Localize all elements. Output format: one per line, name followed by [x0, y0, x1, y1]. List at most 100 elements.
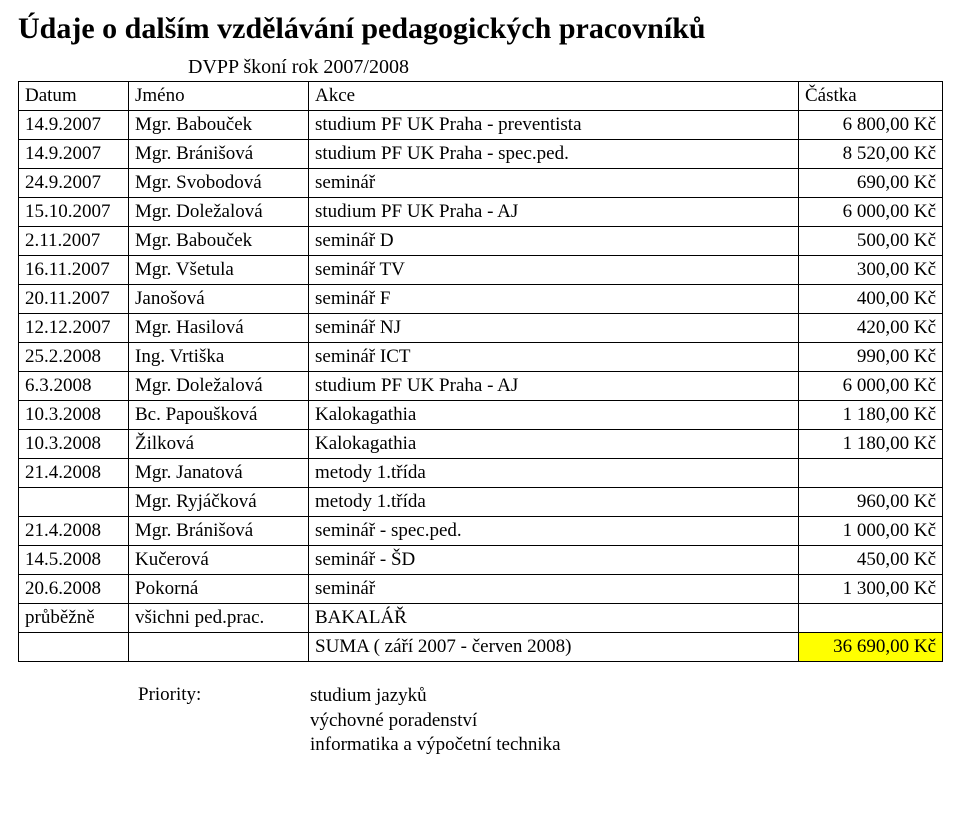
table-row: 20.11.2007Janošováseminář F400,00 Kč [19, 285, 943, 314]
cell-action: seminář - ŠD [309, 546, 799, 575]
priorities-label: Priority: [138, 684, 310, 758]
cell-date: 25.2.2008 [19, 343, 129, 372]
cell-name: Mgr. Babouček [129, 111, 309, 140]
cell-amount: 1 000,00 Kč [799, 517, 943, 546]
cell-date: 21.4.2008 [19, 459, 129, 488]
cell-date: 2.11.2007 [19, 227, 129, 256]
cell-amount: 6 000,00 Kč [799, 372, 943, 401]
cell-action: seminář ICT [309, 343, 799, 372]
cell-name: Ing. Vrtiška [129, 343, 309, 372]
cell-amount: 690,00 Kč [799, 169, 943, 198]
table-row: 25.2.2008Ing. Vrtiškaseminář ICT990,00 K… [19, 343, 943, 372]
cell-name: Kučerová [129, 546, 309, 575]
cell-date: 10.3.2008 [19, 430, 129, 459]
table-row: Mgr. Ryjáčkovámetody 1.třída960,00 Kč [19, 488, 943, 517]
cell-date: 14.9.2007 [19, 140, 129, 169]
cell-name: Mgr. Ryjáčková [129, 488, 309, 517]
table-row: průběžněvšichni ped.prac.BAKALÁŘ [19, 604, 943, 633]
cell-date: průběžně [19, 604, 129, 633]
cell-date: 15.10.2007 [19, 198, 129, 227]
cell-amount: 300,00 Kč [799, 256, 943, 285]
priorities-block: Priority: studium jazykůvýchovné poraden… [18, 684, 942, 758]
cell-name: Mgr. Janatová [129, 459, 309, 488]
cell-amount: 400,00 Kč [799, 285, 943, 314]
table-row: 2.11.2007Mgr. Baboučekseminář D500,00 Kč [19, 227, 943, 256]
cell-amount [799, 604, 943, 633]
cell-action: Kalokagathia [309, 430, 799, 459]
priorities-list: studium jazykůvýchovné poradenstvíinform… [310, 684, 561, 758]
cell-date: 10.3.2008 [19, 401, 129, 430]
table-row: 16.11.2007Mgr. Všetulaseminář TV300,00 K… [19, 256, 943, 285]
cell-name: Mgr. Bránišová [129, 517, 309, 546]
cell-name: Mgr. Svobodová [129, 169, 309, 198]
table-row: 21.4.2008Mgr. Janatovámetody 1.třída [19, 459, 943, 488]
cell-amount: 1 180,00 Kč [799, 401, 943, 430]
cell-date: 6.3.2008 [19, 372, 129, 401]
cell-date [19, 488, 129, 517]
cell-name: Bc. Papoušková [129, 401, 309, 430]
cell-date: 16.11.2007 [19, 256, 129, 285]
cell-name [129, 633, 309, 662]
priority-item: výchovné poradenství [310, 709, 561, 734]
cell-name: Mgr. Doležalová [129, 372, 309, 401]
cell-action: seminář - spec.ped. [309, 517, 799, 546]
cell-date: 21.4.2008 [19, 517, 129, 546]
sum-row: SUMA ( září 2007 - červen 2008)36 690,00… [19, 633, 943, 662]
cell-name: Mgr. Bránišová [129, 140, 309, 169]
cell-action: studium PF UK Praha - spec.ped. [309, 140, 799, 169]
cell-date: 14.9.2007 [19, 111, 129, 140]
cell-amount: 8 520,00 Kč [799, 140, 943, 169]
cell-action: seminář [309, 575, 799, 604]
cell-action: studium PF UK Praha - AJ [309, 198, 799, 227]
sum-label: SUMA ( září 2007 - červen 2008) [309, 633, 799, 662]
cell-amount [799, 459, 943, 488]
table-row: 14.9.2007Mgr. Bránišovástudium PF UK Pra… [19, 140, 943, 169]
cell-date: 20.11.2007 [19, 285, 129, 314]
cell-action: BAKALÁŘ [309, 604, 799, 633]
training-table: DatumJménoAkceČástka14.9.2007Mgr. Babouč… [18, 81, 943, 662]
cell-action: studium PF UK Praha - AJ [309, 372, 799, 401]
col-header-action: Akce [309, 82, 799, 111]
cell-action: seminář D [309, 227, 799, 256]
cell-date [19, 633, 129, 662]
cell-action: seminář F [309, 285, 799, 314]
priority-item: studium jazyků [310, 684, 561, 709]
cell-amount: 450,00 Kč [799, 546, 943, 575]
cell-action: studium PF UK Praha - preventista [309, 111, 799, 140]
priority-item: informatika a výpočetní technika [310, 733, 561, 758]
page-title: Údaje o dalším vzdělávání pedagogických … [18, 12, 942, 46]
cell-name: Janošová [129, 285, 309, 314]
table-row: 10.3.2008Bc. PapouškováKalokagathia1 180… [19, 401, 943, 430]
cell-amount: 420,00 Kč [799, 314, 943, 343]
cell-action: seminář TV [309, 256, 799, 285]
cell-amount: 960,00 Kč [799, 488, 943, 517]
col-header-date: Datum [19, 82, 129, 111]
cell-amount: 1 180,00 Kč [799, 430, 943, 459]
cell-name: Mgr. Doležalová [129, 198, 309, 227]
sum-amount: 36 690,00 Kč [799, 633, 943, 662]
table-header-row: DatumJménoAkceČástka [19, 82, 943, 111]
cell-date: 24.9.2007 [19, 169, 129, 198]
table-row: 24.9.2007Mgr. Svobodováseminář690,00 Kč [19, 169, 943, 198]
cell-date: 20.6.2008 [19, 575, 129, 604]
cell-action: metody 1.třída [309, 459, 799, 488]
cell-action: seminář [309, 169, 799, 198]
cell-action: metody 1.třída [309, 488, 799, 517]
cell-amount: 500,00 Kč [799, 227, 943, 256]
table-row: 14.9.2007Mgr. Baboučekstudium PF UK Prah… [19, 111, 943, 140]
table-row: 12.12.2007Mgr. Hasilováseminář NJ420,00 … [19, 314, 943, 343]
cell-amount: 1 300,00 Kč [799, 575, 943, 604]
cell-amount: 990,00 Kč [799, 343, 943, 372]
cell-date: 12.12.2007 [19, 314, 129, 343]
table-row: 14.5.2008Kučerováseminář - ŠD450,00 Kč [19, 546, 943, 575]
cell-name: Mgr. Všetula [129, 256, 309, 285]
table-row: 10.3.2008ŽilkováKalokagathia1 180,00 Kč [19, 430, 943, 459]
cell-amount: 6 800,00 Kč [799, 111, 943, 140]
table-row: 6.3.2008Mgr. Doležalovástudium PF UK Pra… [19, 372, 943, 401]
cell-action: Kalokagathia [309, 401, 799, 430]
cell-name: Mgr. Hasilová [129, 314, 309, 343]
cell-amount: 6 000,00 Kč [799, 198, 943, 227]
col-header-name: Jméno [129, 82, 309, 111]
cell-name: všichni ped.prac. [129, 604, 309, 633]
cell-name: Pokorná [129, 575, 309, 604]
